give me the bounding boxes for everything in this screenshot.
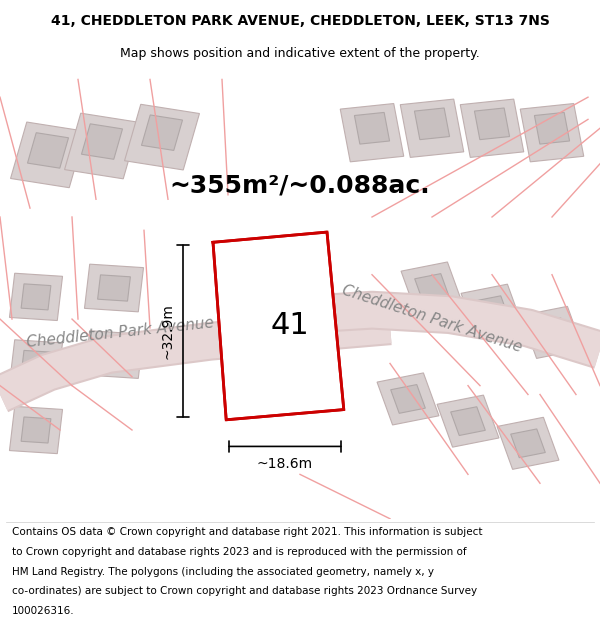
Polygon shape: [21, 284, 51, 310]
Polygon shape: [415, 274, 449, 302]
Polygon shape: [142, 115, 182, 151]
Polygon shape: [125, 104, 199, 170]
Polygon shape: [65, 113, 139, 179]
Polygon shape: [535, 112, 569, 144]
Polygon shape: [520, 104, 584, 162]
Text: ~18.6m: ~18.6m: [257, 457, 313, 471]
Polygon shape: [11, 122, 85, 188]
Text: Cheddleton Park Avenue: Cheddleton Park Avenue: [26, 315, 214, 349]
Polygon shape: [377, 373, 439, 425]
Polygon shape: [85, 331, 143, 378]
Polygon shape: [400, 99, 464, 158]
Polygon shape: [98, 275, 130, 301]
Polygon shape: [451, 407, 485, 436]
Text: Cheddleton Park Avenue: Cheddleton Park Avenue: [340, 283, 524, 355]
Text: ~32.9m: ~32.9m: [161, 303, 175, 359]
Polygon shape: [85, 264, 143, 312]
Polygon shape: [10, 340, 62, 387]
Text: Map shows position and indicative extent of the property.: Map shows position and indicative extent…: [120, 48, 480, 61]
Polygon shape: [28, 132, 68, 168]
Polygon shape: [340, 104, 404, 162]
Polygon shape: [82, 124, 122, 159]
Text: 41, CHEDDLETON PARK AVENUE, CHEDDLETON, LEEK, ST13 7NS: 41, CHEDDLETON PARK AVENUE, CHEDDLETON, …: [50, 14, 550, 28]
Text: 100026316.: 100026316.: [12, 606, 74, 616]
Polygon shape: [21, 417, 51, 443]
Text: HM Land Registry. The polygons (including the associated geometry, namely x, y: HM Land Registry. The polygons (includin…: [12, 566, 434, 576]
Polygon shape: [460, 99, 524, 158]
Text: 41: 41: [270, 311, 309, 341]
Text: Contains OS data © Crown copyright and database right 2021. This information is : Contains OS data © Crown copyright and d…: [12, 528, 482, 538]
Polygon shape: [521, 306, 583, 358]
Polygon shape: [475, 296, 509, 324]
Polygon shape: [497, 418, 559, 469]
Polygon shape: [535, 318, 569, 347]
Polygon shape: [415, 108, 449, 139]
Polygon shape: [511, 429, 545, 458]
Polygon shape: [391, 384, 425, 413]
Polygon shape: [213, 232, 344, 420]
Polygon shape: [10, 273, 62, 321]
Polygon shape: [21, 351, 51, 376]
Polygon shape: [10, 406, 62, 454]
Polygon shape: [461, 284, 523, 336]
Polygon shape: [475, 108, 509, 139]
Polygon shape: [98, 341, 130, 367]
Polygon shape: [437, 395, 499, 447]
Text: ~355m²/~0.088ac.: ~355m²/~0.088ac.: [170, 174, 430, 198]
Polygon shape: [401, 262, 463, 314]
Text: co-ordinates) are subject to Crown copyright and database rights 2023 Ordnance S: co-ordinates) are subject to Crown copyr…: [12, 586, 477, 596]
Polygon shape: [355, 112, 389, 144]
Text: to Crown copyright and database rights 2023 and is reproduced with the permissio: to Crown copyright and database rights 2…: [12, 547, 467, 557]
